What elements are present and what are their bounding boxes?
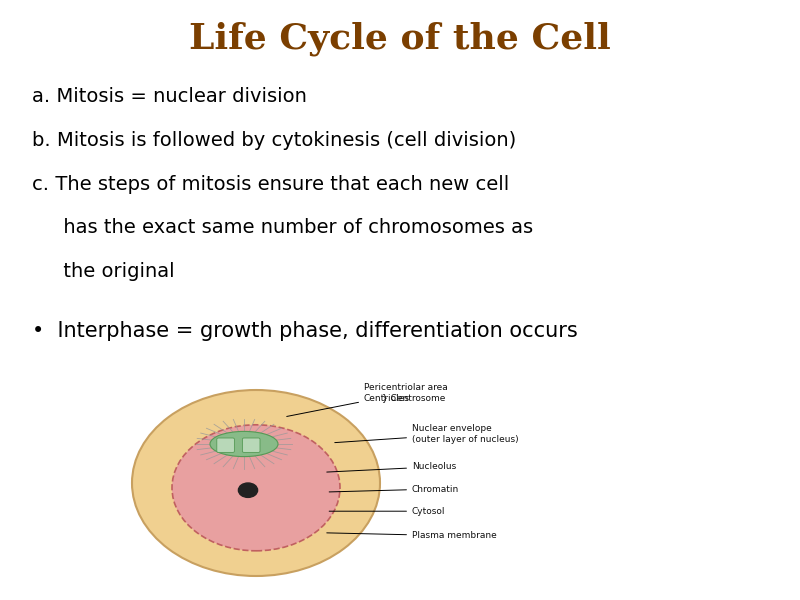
- Text: Pericentriolar area
Centrioles: Pericentriolar area Centrioles: [286, 383, 448, 416]
- Ellipse shape: [210, 431, 278, 457]
- Text: Nuclear envelope
(outer layer of nucleus): Nuclear envelope (outer layer of nucleus…: [334, 424, 518, 443]
- FancyBboxPatch shape: [242, 438, 260, 452]
- Text: Chromatin: Chromatin: [329, 485, 459, 493]
- Text: b. Mitosis is followed by cytokinesis (cell division): b. Mitosis is followed by cytokinesis (c…: [32, 131, 516, 150]
- Ellipse shape: [172, 425, 340, 551]
- Text: c. The steps of mitosis ensure that each new cell: c. The steps of mitosis ensure that each…: [32, 175, 510, 194]
- Text: the original: the original: [32, 262, 174, 281]
- Text: Plasma membrane: Plasma membrane: [326, 532, 497, 540]
- Text: •  Interphase = growth phase, differentiation occurs: • Interphase = growth phase, differentia…: [32, 321, 578, 341]
- Circle shape: [238, 483, 258, 497]
- Text: Cytosol: Cytosol: [329, 506, 446, 515]
- Text: Life Cycle of the Cell: Life Cycle of the Cell: [189, 21, 611, 55]
- FancyBboxPatch shape: [217, 438, 234, 452]
- Text: } Centrosome: } Centrosome: [382, 394, 446, 402]
- Text: has the exact same number of chromosomes as: has the exact same number of chromosomes…: [32, 218, 533, 238]
- Text: a. Mitosis = nuclear division: a. Mitosis = nuclear division: [32, 87, 307, 106]
- Text: Nucleolus: Nucleolus: [326, 462, 456, 472]
- Ellipse shape: [132, 390, 380, 576]
